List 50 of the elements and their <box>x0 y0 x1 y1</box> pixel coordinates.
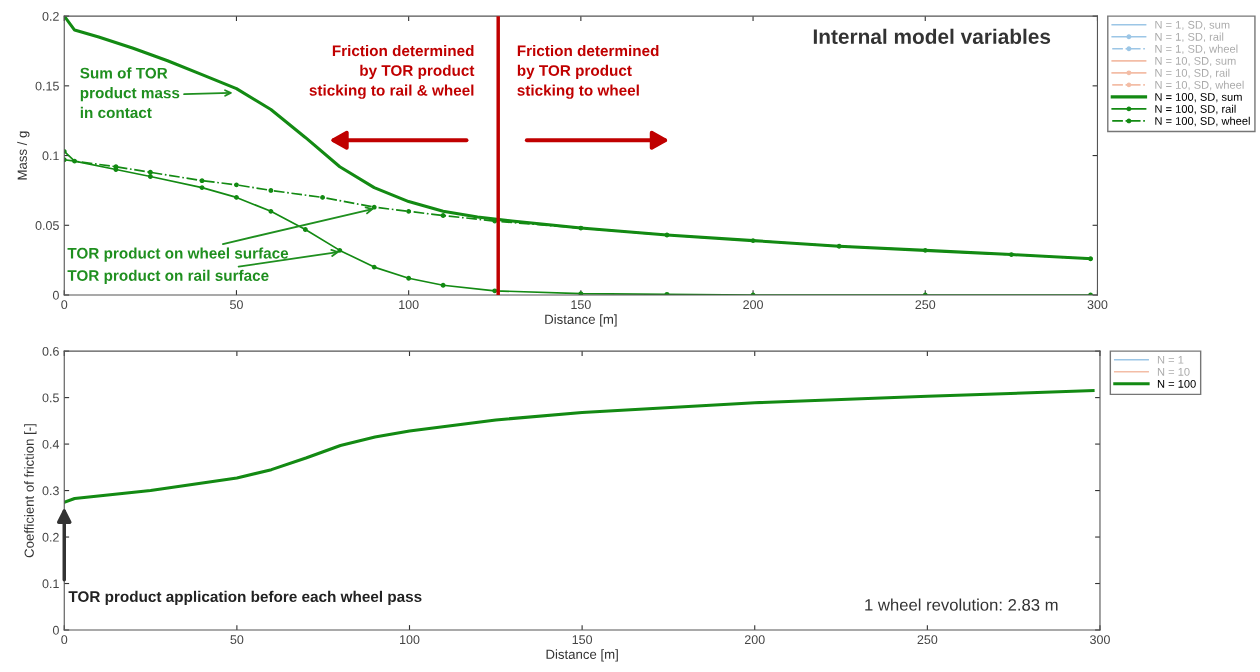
y-tick-label: 0 <box>52 625 59 635</box>
x-tick-label: 50 <box>230 635 244 645</box>
x-tick-label: 300 <box>1087 300 1108 310</box>
x-tick-label: 200 <box>744 635 765 645</box>
x-tick-label: 0 <box>61 300 68 310</box>
legend-label: N = 100, SD, wheel <box>1155 116 1250 127</box>
legend-label: N = 1, SD, sum <box>1155 20 1230 31</box>
legend-label: N = 100 <box>1157 379 1196 388</box>
y-tick-label: 0.05 <box>35 221 59 230</box>
y-tick-label: 0.2 <box>42 532 59 542</box>
annotation: Friction determined by TOR product sticking to wheel <box>517 44 659 99</box>
x-tick-label: 100 <box>399 300 419 310</box>
legend-label: N = 10 <box>1157 367 1190 376</box>
y-tick-label: 0.4 <box>42 439 60 449</box>
annotation: Internal model variables <box>813 28 1051 45</box>
legend-label: N = 1, SD, rail <box>1155 32 1224 43</box>
y-axis-title: Mass / g <box>17 131 30 180</box>
legend-label: N = 1, SD, wheel <box>1155 44 1238 55</box>
y-tick-label: 0.1 <box>42 579 59 589</box>
legend-label: N = 100, SD, sum <box>1155 93 1242 103</box>
x-tick-label: 150 <box>572 635 593 645</box>
y-tick-label: 0 <box>52 290 59 300</box>
y-tick-label: 0.1 <box>42 151 59 161</box>
y-tick-label: 0.15 <box>35 81 59 91</box>
x-tick-label: 50 <box>230 300 243 310</box>
annotation: Sum of TOR product mass in contact <box>80 67 180 119</box>
x-tick-label: 300 <box>1090 635 1110 645</box>
annotation: Friction determined by TOR product sticking to rail & wheel <box>309 44 475 99</box>
y-tick-label: 0.3 <box>42 486 59 496</box>
annotation: TOR product on wheel surface <box>67 247 289 262</box>
annotation: TOR product application before each wheel pass <box>68 590 422 606</box>
legend-label: N = 10, SD, wheel <box>1155 80 1244 91</box>
legend-label: N = 10, SD, rail <box>1155 68 1230 79</box>
annotation: TOR product on rail surface <box>67 269 269 284</box>
x-tick-label: 250 <box>917 635 938 645</box>
y-tick-label: 0.5 <box>42 393 59 403</box>
x-axis-title: Distance [m] <box>545 314 617 327</box>
legend-label: N = 1 <box>1157 355 1184 364</box>
legend-label: N = 10, SD, sum <box>1155 56 1236 67</box>
x-tick-label: 200 <box>743 300 763 310</box>
x-axis-title: Distance [m] <box>546 649 618 662</box>
x-tick-label: 150 <box>571 300 591 310</box>
y-tick-label: 0.6 <box>42 346 59 356</box>
x-tick-label: 250 <box>915 300 936 310</box>
y-axis-title: Coefficient of friction [-] <box>24 424 37 558</box>
annotation: 1 wheel revolution: 2.83 m <box>865 598 1058 611</box>
legend-label: N = 100, SD, rail <box>1155 104 1236 115</box>
y-tick-label: 0.2 <box>42 11 59 21</box>
x-tick-label: 0 <box>61 635 68 645</box>
x-tick-label: 100 <box>400 635 420 645</box>
